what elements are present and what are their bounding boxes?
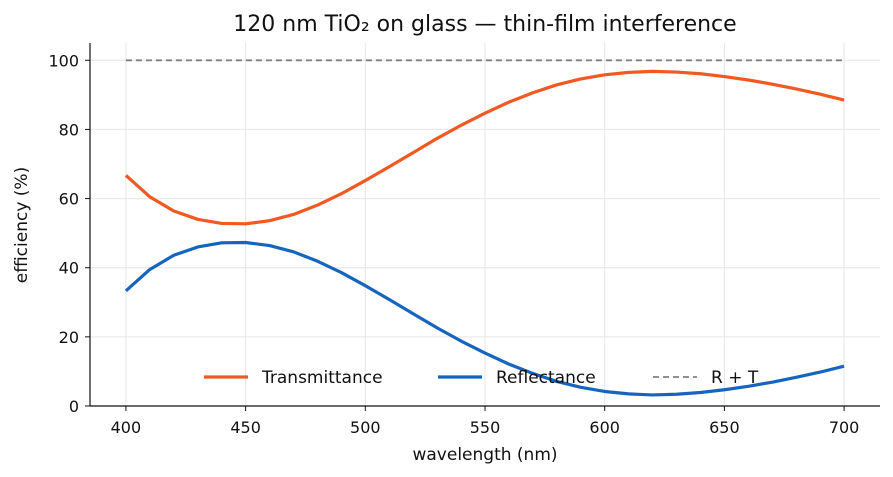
ticks: 400 450 500 550 600 650 700 0 20 40 60 80 100 <box>48 51 859 437</box>
y-tick-label: 60 <box>59 190 79 209</box>
x-tick-label: 700 <box>829 418 860 437</box>
legend: Transmittance Reflectance R + T <box>204 368 759 388</box>
x-tick-label: 400 <box>111 418 142 437</box>
y-tick-label: 80 <box>59 120 79 139</box>
series-line-transmittance <box>124 69 845 226</box>
x-tick-label: 450 <box>230 418 261 437</box>
y-tick-label: 100 <box>48 51 79 70</box>
legend-label: R + T <box>711 368 759 388</box>
y-tick-label: 40 <box>59 259 79 278</box>
x-tick-label: 550 <box>470 418 501 437</box>
series-layer <box>124 59 845 397</box>
x-tick-label: 500 <box>350 418 381 437</box>
legend-label: Transmittance <box>261 368 383 388</box>
y-axis-label: efficiency (%) <box>12 167 32 283</box>
series-line-reflectance <box>124 240 845 397</box>
legend-label: Reflectance <box>496 368 596 388</box>
x-tick-label: 600 <box>589 418 620 437</box>
chart-title: 120 nm TiO₂ on glass — thin-film interfe… <box>233 12 736 37</box>
x-axis-label: wavelength (nm) <box>412 445 557 465</box>
y-tick-label: 20 <box>59 328 79 347</box>
x-tick-label: 650 <box>709 418 740 437</box>
y-tick-label: 0 <box>69 397 79 416</box>
